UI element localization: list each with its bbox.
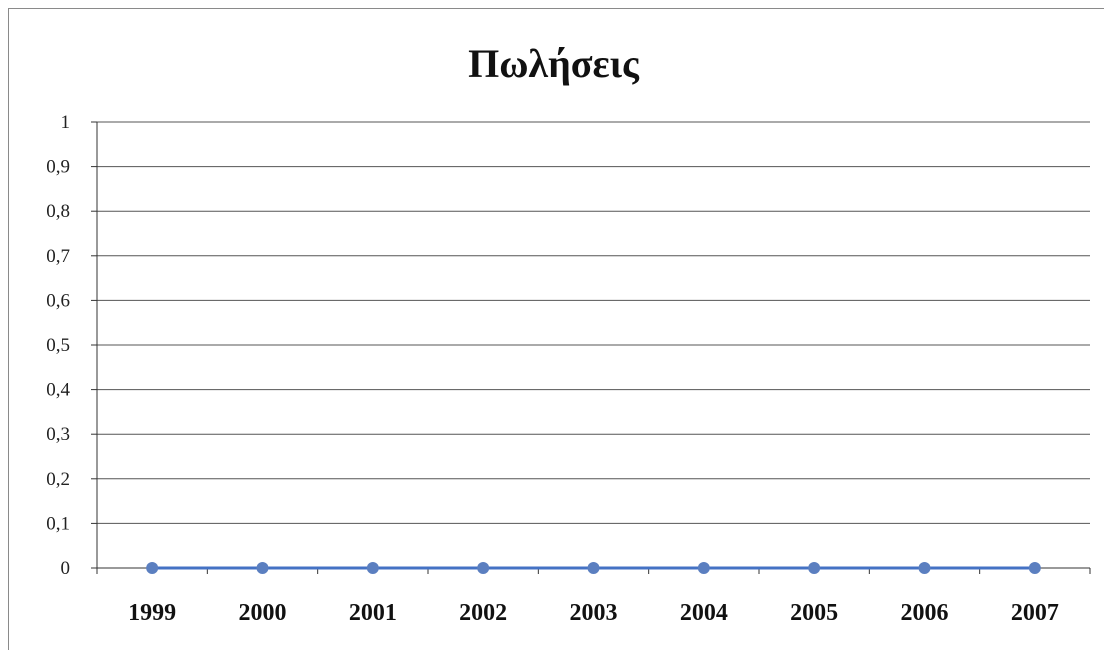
y-tick-label: 0,6 <box>46 290 70 311</box>
data-point <box>366 562 379 574</box>
y-tick-label: 0,8 <box>46 201 70 222</box>
data-point <box>477 562 490 574</box>
series <box>146 562 1041 574</box>
y-tick-label: 0,2 <box>46 469 70 490</box>
y-tick-label: 0,9 <box>46 157 70 178</box>
data-point <box>918 562 931 574</box>
x-tick-label: 2005 <box>790 600 838 626</box>
x-tick-label: 2001 <box>349 600 397 626</box>
data-point <box>256 562 269 574</box>
data-point <box>808 562 821 574</box>
y-axis-ticks: 0 0,1 0,2 0,3 0,4 0,5 0,6 0,7 0,8 0,9 1 <box>46 112 70 579</box>
x-tick-label: 2003 <box>570 600 618 626</box>
x-axis-ticks: 1999 2000 2001 2002 2003 2004 2005 2006 2007 <box>128 600 1059 626</box>
axes <box>91 121 1091 574</box>
x-tick-label: 2004 <box>680 600 728 626</box>
x-tick-label: 2002 <box>459 600 507 626</box>
chart-frame <box>8 8 1104 650</box>
data-point <box>697 562 710 574</box>
data-point <box>146 562 159 574</box>
y-tick-label: 0,3 <box>46 424 70 445</box>
y-tick-label: 0,4 <box>46 380 70 401</box>
x-tick-label: 2000 <box>239 600 287 626</box>
y-tick-label: 0,1 <box>46 513 70 534</box>
gridlines <box>97 121 1090 524</box>
chart-title: Πωλήσεις <box>468 41 639 86</box>
y-tick-label: 1 <box>61 112 71 133</box>
y-tick-label: 0 <box>61 558 71 579</box>
x-tick-label: 2007 <box>1011 600 1059 626</box>
y-tick-label: 0,5 <box>46 335 70 356</box>
x-tick-label: 2006 <box>901 600 949 626</box>
x-tick-label: 1999 <box>128 600 176 626</box>
data-point <box>587 562 600 574</box>
y-tick-label: 0,7 <box>46 246 70 267</box>
data-point <box>1028 562 1041 574</box>
